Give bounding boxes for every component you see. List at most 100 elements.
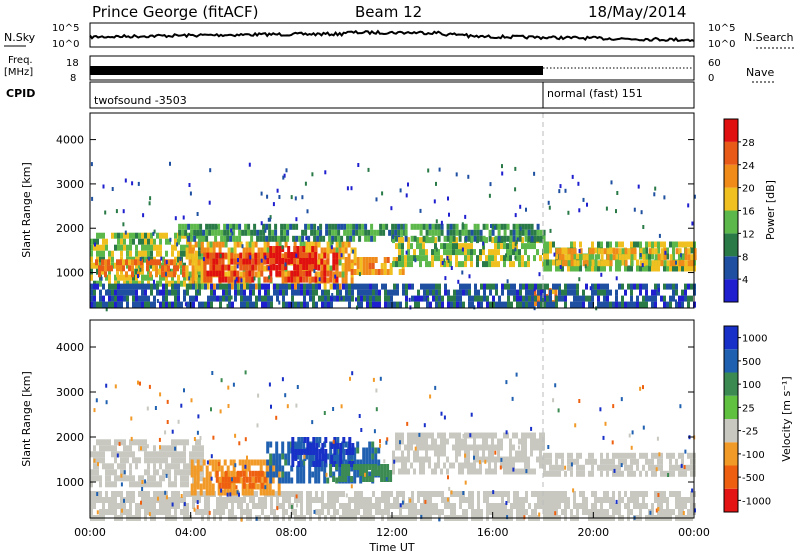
power-cell <box>633 241 636 248</box>
velocity-cell <box>114 475 117 482</box>
velocity-cell <box>368 464 372 470</box>
power-speckle <box>283 173 286 178</box>
velocity-cell <box>387 491 390 497</box>
velocity-cell <box>341 470 345 476</box>
power-speckle <box>317 226 320 231</box>
power-cell <box>117 301 120 308</box>
power-cell <box>212 258 216 265</box>
velocity-cell <box>129 463 132 470</box>
velocity-cell <box>262 483 266 490</box>
velocity-cell <box>111 491 114 497</box>
velocity-cell <box>555 509 558 515</box>
power-cell <box>386 269 390 275</box>
power-cell <box>93 289 96 296</box>
velocity-cell <box>159 491 162 497</box>
power-cell <box>348 283 351 290</box>
velocity-cell <box>570 470 573 477</box>
velocity-cell <box>539 456 542 463</box>
velocity-cell <box>93 497 96 503</box>
velocity-cell <box>564 491 567 497</box>
power-cell <box>422 223 426 230</box>
velocity-cell <box>156 451 159 458</box>
power-speckle <box>409 305 412 310</box>
power-cell <box>618 283 621 290</box>
power-cell <box>210 283 213 290</box>
velocity-cell <box>150 509 153 515</box>
velocity-cell <box>440 432 443 439</box>
power-cell <box>162 301 165 308</box>
power-cell <box>147 295 150 302</box>
velocity-cell <box>153 463 156 470</box>
power-cell <box>310 223 314 230</box>
velocity-cell <box>294 497 297 503</box>
velocity-cell <box>413 432 416 439</box>
velocity-cell <box>236 470 240 477</box>
power-cell <box>170 271 173 278</box>
power-cell <box>546 259 549 266</box>
velocity-cell <box>510 503 513 509</box>
power-cell <box>337 229 341 236</box>
power-cell <box>340 223 344 230</box>
power-cell <box>579 295 582 302</box>
power-cell <box>204 301 207 308</box>
velocity-cell <box>224 470 228 477</box>
colorbar-tick-label: 24 <box>742 161 755 172</box>
velocity-cell <box>219 497 222 503</box>
velocity-cell <box>369 497 372 503</box>
power-cell <box>171 283 174 290</box>
power-cell <box>570 283 573 290</box>
velocity-cell <box>105 469 108 476</box>
power-cell <box>180 280 183 287</box>
power-cell <box>317 259 321 266</box>
power-cell <box>158 259 161 266</box>
velocity-speckle <box>530 426 533 431</box>
velocity-cell <box>458 468 461 475</box>
velocity-cell <box>473 462 476 469</box>
power-cell <box>651 295 654 302</box>
velocity-cell <box>323 477 327 484</box>
power-cell <box>672 253 675 260</box>
power-cell <box>549 289 552 296</box>
power-cell <box>375 295 378 302</box>
power-cell <box>114 232 117 239</box>
power-cell <box>223 223 227 230</box>
velocity-speckle <box>174 446 177 451</box>
velocity-cell <box>612 458 615 465</box>
power-cell <box>300 283 303 290</box>
power-speckle <box>640 210 643 215</box>
power-cell <box>507 301 510 308</box>
velocity-cell <box>378 503 381 509</box>
velocity-cell <box>582 464 585 471</box>
velocity-cell <box>269 459 273 466</box>
power-cell <box>219 295 222 302</box>
velocity-cell <box>162 469 165 476</box>
velocity-cell <box>238 477 242 484</box>
power-cell <box>215 241 219 248</box>
velocity-cell <box>330 455 334 461</box>
power-cell <box>327 295 330 302</box>
velocity-cell <box>440 468 443 475</box>
power-cell <box>99 301 102 308</box>
power-cell <box>429 289 432 296</box>
power-cell <box>633 301 636 308</box>
velocity-cell <box>156 491 159 497</box>
power-cell <box>296 276 300 283</box>
velocity-cell <box>265 477 269 484</box>
power-speckle <box>435 219 438 224</box>
power-cell <box>489 283 492 290</box>
power-cell <box>324 289 327 296</box>
y-tick-label: 2000 <box>56 431 84 444</box>
colorbar-segment <box>724 233 738 257</box>
velocity-cell <box>345 509 348 515</box>
power-cell <box>189 283 192 290</box>
velocity-cell <box>196 471 200 478</box>
power-cell <box>176 265 179 272</box>
velocity-speckle <box>642 425 645 430</box>
power-cell <box>570 254 574 261</box>
power-speckle <box>319 232 321 237</box>
velocity-speckle <box>332 439 335 444</box>
velocity-cell <box>483 497 486 503</box>
power-cell <box>260 253 264 260</box>
power-speckle <box>331 293 334 297</box>
power-cell <box>657 241 660 248</box>
